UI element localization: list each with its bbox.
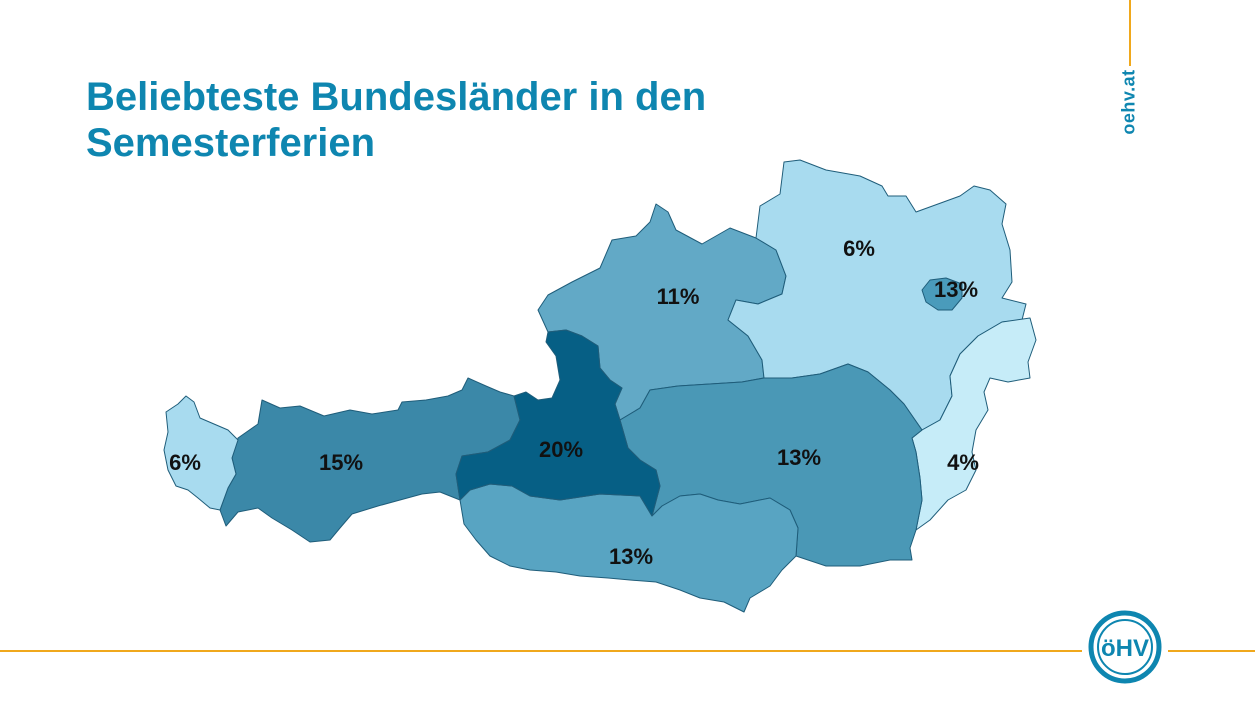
footer-line-right: [1168, 650, 1255, 652]
label-wien: 13%: [934, 277, 978, 302]
region-wien: [921, 277, 963, 311]
footer-line-left: [0, 650, 1082, 652]
slide-title: Beliebteste Bundesländer in den Semester…: [86, 75, 707, 165]
label-oberoesterreich: 11%: [657, 284, 700, 309]
region-salzburg: [455, 329, 661, 517]
region-burgenland: [911, 317, 1037, 531]
label-vorarlberg: 6%: [169, 450, 201, 475]
label-niederoesterreich: 6%: [843, 236, 875, 261]
label-tirol: 15%: [319, 450, 363, 475]
svg-text:öHV: öHV: [1101, 635, 1149, 662]
label-kaernten: 13%: [609, 544, 653, 569]
label-salzburg: 20%: [539, 437, 583, 462]
region-vorarlberg: [163, 395, 239, 511]
oehv-logo: öHV: [1088, 610, 1162, 684]
label-steiermark: 13%: [777, 445, 821, 470]
label-burgenland: 4%: [947, 450, 979, 475]
brand-divider: [1129, 0, 1131, 66]
